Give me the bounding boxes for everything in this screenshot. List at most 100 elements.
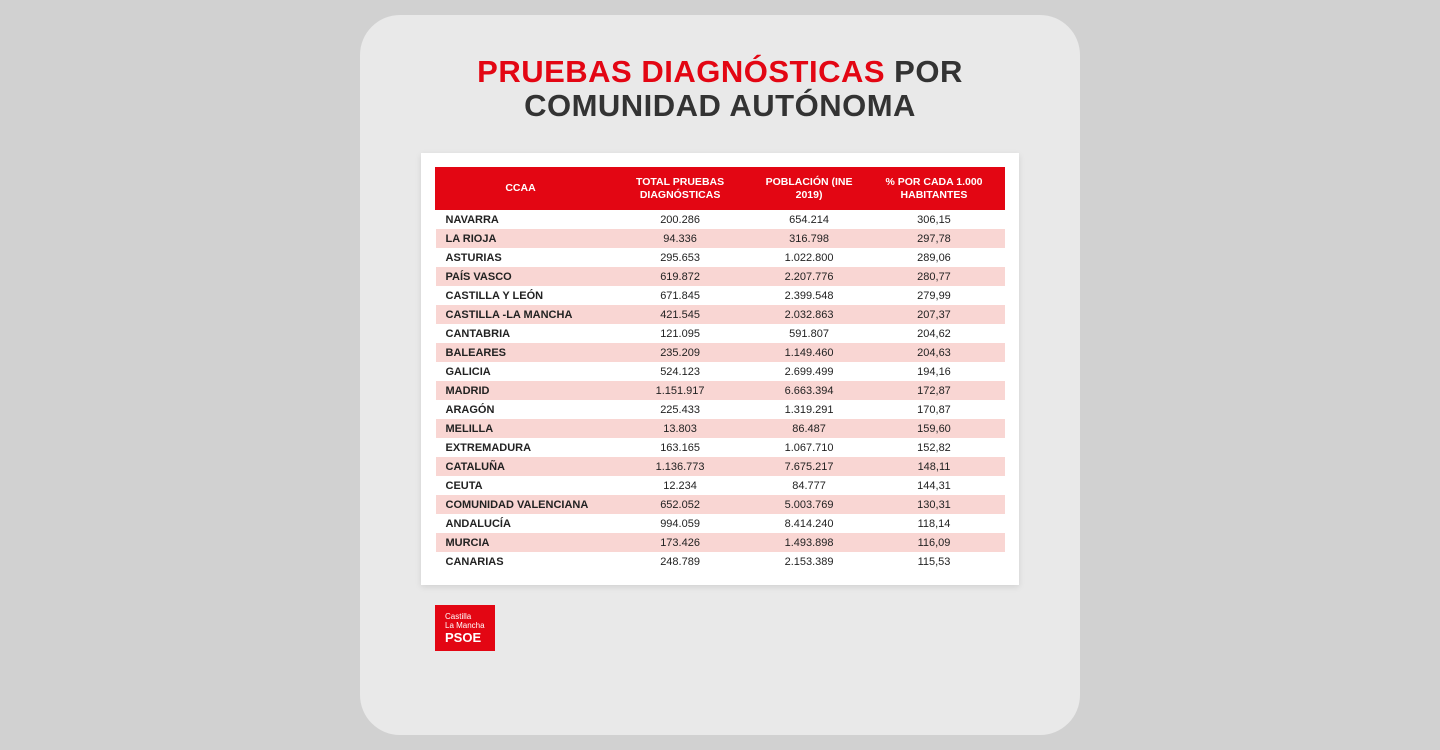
- col-pob: POBLACIÓN (INE 2019): [755, 168, 864, 210]
- cell-ccaa: MADRID: [436, 381, 606, 400]
- table-row: LA RIOJA94.336316.798297,78: [436, 229, 1005, 248]
- cell-pct: 172,87: [863, 381, 1004, 400]
- page-title: PRUEBAS DIAGNÓSTICAS POR COMUNIDAD AUTÓN…: [477, 55, 963, 123]
- cell-ccaa: EXTREMADURA: [436, 438, 606, 457]
- cell-total: 994.059: [606, 514, 755, 533]
- cell-pct: 280,77: [863, 267, 1004, 286]
- cell-pob: 2.399.548: [755, 286, 864, 305]
- table-row: CANTABRIA121.095591.807204,62: [436, 324, 1005, 343]
- cell-ccaa: ANDALUCÍA: [436, 514, 606, 533]
- table-row: NAVARRA200.286654.214306,15: [436, 210, 1005, 230]
- cell-pct: 116,09: [863, 533, 1004, 552]
- table-row: CASTILLA -LA MANCHA421.5452.032.863207,3…: [436, 305, 1005, 324]
- cell-total: 12.234: [606, 476, 755, 495]
- table-row: EXTREMADURA163.1651.067.710152,82: [436, 438, 1005, 457]
- cell-ccaa: CASTILLA Y LEÓN: [436, 286, 606, 305]
- cell-ccaa: CANTABRIA: [436, 324, 606, 343]
- cell-pob: 1.493.898: [755, 533, 864, 552]
- cell-ccaa: CATALUÑA: [436, 457, 606, 476]
- table-row: PAÍS VASCO619.8722.207.776280,77: [436, 267, 1005, 286]
- table-container: CCAA TOTAL PRUEBAS DIAGNÓSTICAS POBLACIÓ…: [421, 153, 1019, 585]
- cell-ccaa: CEUTA: [436, 476, 606, 495]
- cell-pob: 2.207.776: [755, 267, 864, 286]
- title-highlight: PRUEBAS DIAGNÓSTICAS: [477, 54, 885, 89]
- cell-total: 295.653: [606, 248, 755, 267]
- table-row: CATALUÑA1.136.7737.675.217148,11: [436, 457, 1005, 476]
- cell-pob: 86.487: [755, 419, 864, 438]
- cell-total: 248.789: [606, 552, 755, 571]
- cell-pob: 8.414.240: [755, 514, 864, 533]
- cell-pct: 194,16: [863, 362, 1004, 381]
- cell-total: 121.095: [606, 324, 755, 343]
- cell-pct: 297,78: [863, 229, 1004, 248]
- cell-pob: 1.022.800: [755, 248, 864, 267]
- cell-ccaa: CASTILLA -LA MANCHA: [436, 305, 606, 324]
- logo-line3: PSOE: [445, 631, 485, 645]
- table-row: CASTILLA Y LEÓN671.8452.399.548279,99: [436, 286, 1005, 305]
- cell-ccaa: LA RIOJA: [436, 229, 606, 248]
- cell-pob: 5.003.769: [755, 495, 864, 514]
- cell-ccaa: CANARIAS: [436, 552, 606, 571]
- table-row: MURCIA173.4261.493.898116,09: [436, 533, 1005, 552]
- table-row: ASTURIAS295.6531.022.800289,06: [436, 248, 1005, 267]
- cell-ccaa: ASTURIAS: [436, 248, 606, 267]
- cell-pob: 1.319.291: [755, 400, 864, 419]
- table-body: NAVARRA200.286654.214306,15LA RIOJA94.33…: [436, 210, 1005, 572]
- cell-total: 671.845: [606, 286, 755, 305]
- title-part3: COMUNIDAD AUTÓNOMA: [524, 88, 916, 123]
- cell-total: 235.209: [606, 343, 755, 362]
- cell-pob: 1.149.460: [755, 343, 864, 362]
- cell-pct: 170,87: [863, 400, 1004, 419]
- cell-pct: 306,15: [863, 210, 1004, 230]
- table-row: ARAGÓN225.4331.319.291170,87: [436, 400, 1005, 419]
- cell-total: 524.123: [606, 362, 755, 381]
- table-row: BALEARES235.2091.149.460204,63: [436, 343, 1005, 362]
- cell-total: 421.545: [606, 305, 755, 324]
- title-part2: POR: [894, 54, 963, 89]
- table-row: CANARIAS248.7892.153.389115,53: [436, 552, 1005, 571]
- table-row: COMUNIDAD VALENCIANA652.0525.003.769130,…: [436, 495, 1005, 514]
- cell-total: 94.336: [606, 229, 755, 248]
- cell-pob: 654.214: [755, 210, 864, 230]
- cell-total: 200.286: [606, 210, 755, 230]
- cell-ccaa: MURCIA: [436, 533, 606, 552]
- cell-pct: 115,53: [863, 552, 1004, 571]
- table-row: CEUTA12.23484.777144,31: [436, 476, 1005, 495]
- cell-total: 1.136.773: [606, 457, 755, 476]
- cell-pob: 2.699.499: [755, 362, 864, 381]
- cell-total: 163.165: [606, 438, 755, 457]
- table-row: MADRID1.151.9176.663.394172,87: [436, 381, 1005, 400]
- cell-ccaa: PAÍS VASCO: [436, 267, 606, 286]
- cell-total: 173.426: [606, 533, 755, 552]
- table-row: ANDALUCÍA994.0598.414.240118,14: [436, 514, 1005, 533]
- cell-pct: 204,62: [863, 324, 1004, 343]
- cell-pob: 6.663.394: [755, 381, 864, 400]
- cell-pct: 144,31: [863, 476, 1004, 495]
- cell-pob: 1.067.710: [755, 438, 864, 457]
- cell-ccaa: ARAGÓN: [436, 400, 606, 419]
- footer: Castilla La Mancha PSOE: [435, 605, 1005, 651]
- infographic-card: PRUEBAS DIAGNÓSTICAS POR COMUNIDAD AUTÓN…: [360, 15, 1080, 735]
- cell-total: 619.872: [606, 267, 755, 286]
- cell-pct: 279,99: [863, 286, 1004, 305]
- table-header: CCAA TOTAL PRUEBAS DIAGNÓSTICAS POBLACIÓ…: [436, 168, 1005, 210]
- cell-pob: 2.032.863: [755, 305, 864, 324]
- data-table: CCAA TOTAL PRUEBAS DIAGNÓSTICAS POBLACIÓ…: [435, 167, 1005, 571]
- cell-pob: 7.675.217: [755, 457, 864, 476]
- cell-pob: 591.807: [755, 324, 864, 343]
- cell-pct: 152,82: [863, 438, 1004, 457]
- cell-ccaa: BALEARES: [436, 343, 606, 362]
- col-ccaa: CCAA: [436, 168, 606, 210]
- cell-pct: 159,60: [863, 419, 1004, 438]
- cell-total: 1.151.917: [606, 381, 755, 400]
- cell-ccaa: NAVARRA: [436, 210, 606, 230]
- cell-pct: 118,14: [863, 514, 1004, 533]
- cell-pct: 204,63: [863, 343, 1004, 362]
- cell-total: 225.433: [606, 400, 755, 419]
- cell-pct: 289,06: [863, 248, 1004, 267]
- cell-pct: 130,31: [863, 495, 1004, 514]
- table-row: GALICIA524.1232.699.499194,16: [436, 362, 1005, 381]
- cell-pob: 316.798: [755, 229, 864, 248]
- cell-ccaa: MELILLA: [436, 419, 606, 438]
- psoe-logo: Castilla La Mancha PSOE: [435, 605, 495, 651]
